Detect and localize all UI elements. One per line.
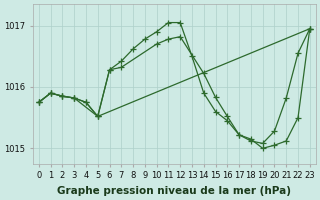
X-axis label: Graphe pression niveau de la mer (hPa): Graphe pression niveau de la mer (hPa) xyxy=(57,186,291,196)
